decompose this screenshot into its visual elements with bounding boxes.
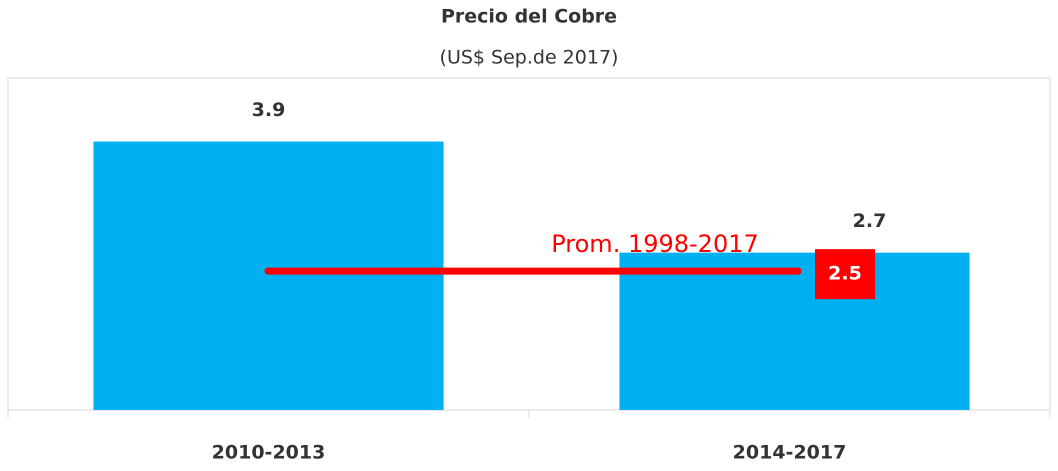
reference-label: Prom. 1998-2017 <box>551 230 759 258</box>
bar <box>93 141 444 411</box>
value-label: 2.7 <box>853 210 887 232</box>
chart-subtitle: (US$ Sep.de 2017) <box>440 47 619 69</box>
x-tick-label: 2010-2013 <box>212 442 326 464</box>
reference-value-box <box>815 249 875 300</box>
bar <box>619 252 970 410</box>
chart-title: Precio del Cobre <box>441 6 617 28</box>
x-tick-label: 2014-2017 <box>733 442 847 464</box>
reference-value-label: 2.5 <box>828 263 862 285</box>
value-label: 3.9 <box>252 99 286 121</box>
